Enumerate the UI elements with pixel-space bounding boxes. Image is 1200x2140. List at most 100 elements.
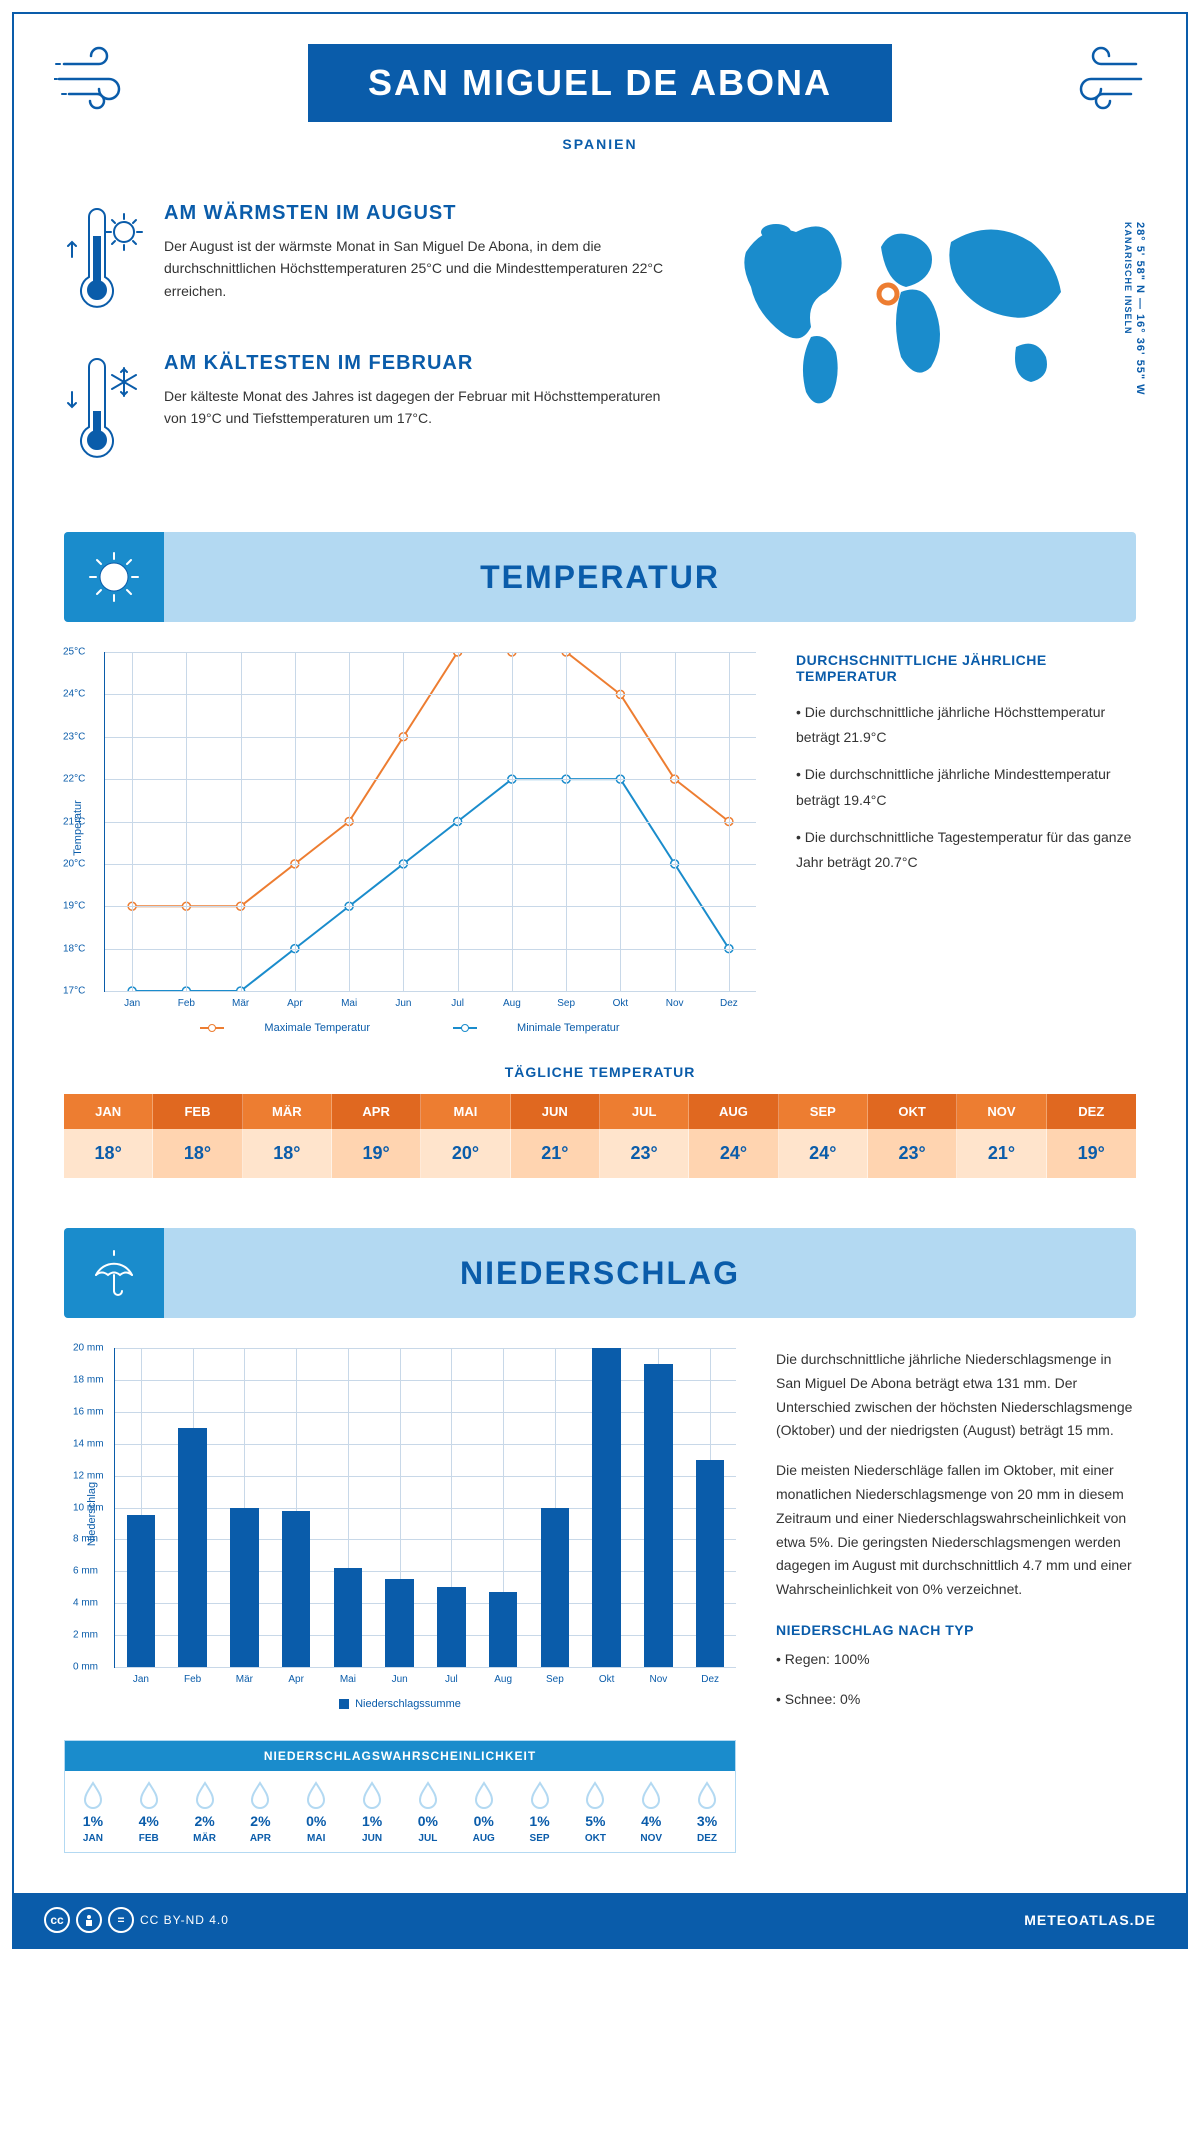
prob-value: 1% (512, 1813, 568, 1829)
prob-value: 1% (65, 1813, 121, 1829)
precip-snow: • Schnee: 0% (776, 1688, 1136, 1712)
bar (644, 1364, 672, 1667)
bar (127, 1515, 155, 1667)
precip-bar-chart: Niederschlag 0 mm2 mm4 mm6 mm8 mm10 mm12… (114, 1348, 736, 1668)
daily-month: APR (332, 1094, 421, 1129)
prob-month: AUG (456, 1833, 512, 1844)
umbrella-icon-box (64, 1228, 164, 1318)
inner-frame: SAN MIGUEL DE ABONA SPANIEN AM WÄRMSTEN (12, 12, 1188, 1949)
daily-value: 23° (600, 1129, 689, 1178)
temp-line-chart: Temperatur 17°C18°C19°C20°C21°C22°C23°C2… (104, 652, 756, 992)
daily-col: JAN18° (64, 1094, 153, 1178)
daily-month: JAN (64, 1094, 153, 1129)
bar (178, 1428, 206, 1667)
daily-value: 24° (689, 1129, 778, 1178)
daily-col: JUN21° (511, 1094, 600, 1178)
daily-value: 21° (511, 1129, 600, 1178)
prob-box: NIEDERSCHLAGSWAHRSCHEINLICHKEIT 1%JAN4%F… (64, 1740, 736, 1853)
daily-value: 18° (153, 1129, 242, 1178)
wind-icon (54, 44, 144, 114)
precip-rain: • Regen: 100% (776, 1648, 1136, 1672)
temp-side: DURCHSCHNITTLICHE JÄHRLICHE TEMPERATUR •… (796, 652, 1136, 1034)
prob-value: 0% (456, 1813, 512, 1829)
sun-icon-box (64, 532, 164, 622)
precip-legend-label: Niederschlagssumme (355, 1698, 461, 1710)
prob-col: 2% APR (232, 1771, 288, 1852)
daily-month: MÄR (243, 1094, 332, 1129)
prob-col: 4%FEB (121, 1771, 177, 1852)
thermometer-cold-icon (64, 352, 144, 472)
page-title: SAN MIGUEL DE ABONA (308, 44, 892, 122)
daily-col: NOV21° (957, 1094, 1046, 1178)
daily-value: 20° (421, 1129, 510, 1178)
drop-icon (361, 1781, 383, 1809)
daily-temp-table: JAN18°FEB18°MÄR18°APR19°MAI20°JUN21°JUL2… (64, 1094, 1136, 1178)
prob-value: 3% (679, 1813, 735, 1829)
header: SAN MIGUEL DE ABONA SPANIEN (14, 14, 1186, 172)
warm-text: AM WÄRMSTEN IM AUGUST Der August ist der… (164, 202, 676, 322)
cold-text: AM KÄLTESTEN IM FEBRUAR Der kälteste Mon… (164, 352, 676, 472)
daily-month: JUL (600, 1094, 689, 1129)
bar (385, 1579, 413, 1667)
daily-value: 18° (64, 1129, 153, 1178)
cc-icons: cc = CC BY-ND 4.0 (44, 1907, 229, 1933)
prob-month: JUN (344, 1833, 400, 1844)
thermometer-hot-icon (64, 202, 144, 322)
prob-value: 1% (344, 1813, 400, 1829)
bar (592, 1348, 620, 1667)
bar (230, 1508, 258, 1668)
prob-col: 1%JAN (65, 1771, 121, 1852)
footer: cc = CC BY-ND 4.0 METEOATLAS.DE (14, 1893, 1186, 1947)
drop-icon (138, 1781, 160, 1809)
bar (696, 1460, 724, 1667)
drop-icon (417, 1781, 439, 1809)
daily-month: JUN (511, 1094, 600, 1129)
prob-col: 1% JUN (344, 1771, 400, 1852)
daily-value: 21° (957, 1129, 1046, 1178)
prob-month: MAI (288, 1833, 344, 1844)
drop-icon (249, 1781, 271, 1809)
precip-title: NIEDERSCHLAG (460, 1255, 740, 1292)
umbrella-icon (84, 1243, 144, 1303)
precip-side: Die durchschnittliche jährliche Niedersc… (776, 1348, 1136, 1853)
prob-month: OKT (567, 1833, 623, 1844)
info-left: AM WÄRMSTEN IM AUGUST Der August ist der… (64, 202, 676, 502)
prob-col: 2%MÄR (177, 1771, 233, 1852)
temp-chart-box: Temperatur 17°C18°C19°C20°C21°C22°C23°C2… (64, 652, 756, 1034)
prob-row: 1%JAN4%FEB2%MÄR2%APR0%MAI1%JUN0%JUL0%AUG… (65, 1771, 735, 1852)
cold-desc: Der kälteste Monat des Jahres ist dagege… (164, 385, 676, 430)
daily-col: OKT23° (868, 1094, 957, 1178)
daily-col: AUG24° (689, 1094, 778, 1178)
prob-month: APR (232, 1833, 288, 1844)
temp-bullet-1: • Die durchschnittliche jährliche Höchst… (796, 700, 1136, 750)
bar (282, 1511, 310, 1667)
prob-value: 5% (567, 1813, 623, 1829)
warm-title: AM WÄRMSTEN IM AUGUST (164, 202, 676, 225)
daily-col: APR19° (332, 1094, 421, 1178)
daily-value: 19° (1047, 1129, 1136, 1178)
temp-bullet-3: • Die durchschnittliche Tagestemperatur … (796, 825, 1136, 875)
coords-region: KANARISCHE INSELN (1123, 222, 1133, 335)
info-section: AM WÄRMSTEN IM AUGUST Der August ist der… (14, 172, 1186, 532)
daily-value: 24° (779, 1129, 868, 1178)
precip-type-title: NIEDERSCHLAG NACH TYP (776, 1622, 1136, 1638)
cold-title: AM KÄLTESTEN IM FEBRUAR (164, 352, 676, 375)
daily-col: MÄR18° (243, 1094, 332, 1178)
prob-value: 2% (232, 1813, 288, 1829)
warm-block: AM WÄRMSTEN IM AUGUST Der August ist der… (64, 202, 676, 322)
world-map-icon (716, 202, 1096, 422)
legend-min: Minimale Temperatur (517, 1022, 620, 1034)
bar (541, 1508, 569, 1668)
prob-col: 0%MAI (288, 1771, 344, 1852)
daily-value: 18° (243, 1129, 332, 1178)
temp-bullet-2: • Die durchschnittliche jährliche Mindes… (796, 762, 1136, 812)
drop-icon (473, 1781, 495, 1809)
daily-month: NOV (957, 1094, 1046, 1129)
drop-icon (194, 1781, 216, 1809)
page-subtitle: SPANIEN (54, 136, 1146, 152)
drop-icon (305, 1781, 327, 1809)
prob-value: 0% (400, 1813, 456, 1829)
temp-y-label: Temperatur (72, 800, 84, 856)
bar (334, 1568, 362, 1667)
by-icon (76, 1907, 102, 1933)
